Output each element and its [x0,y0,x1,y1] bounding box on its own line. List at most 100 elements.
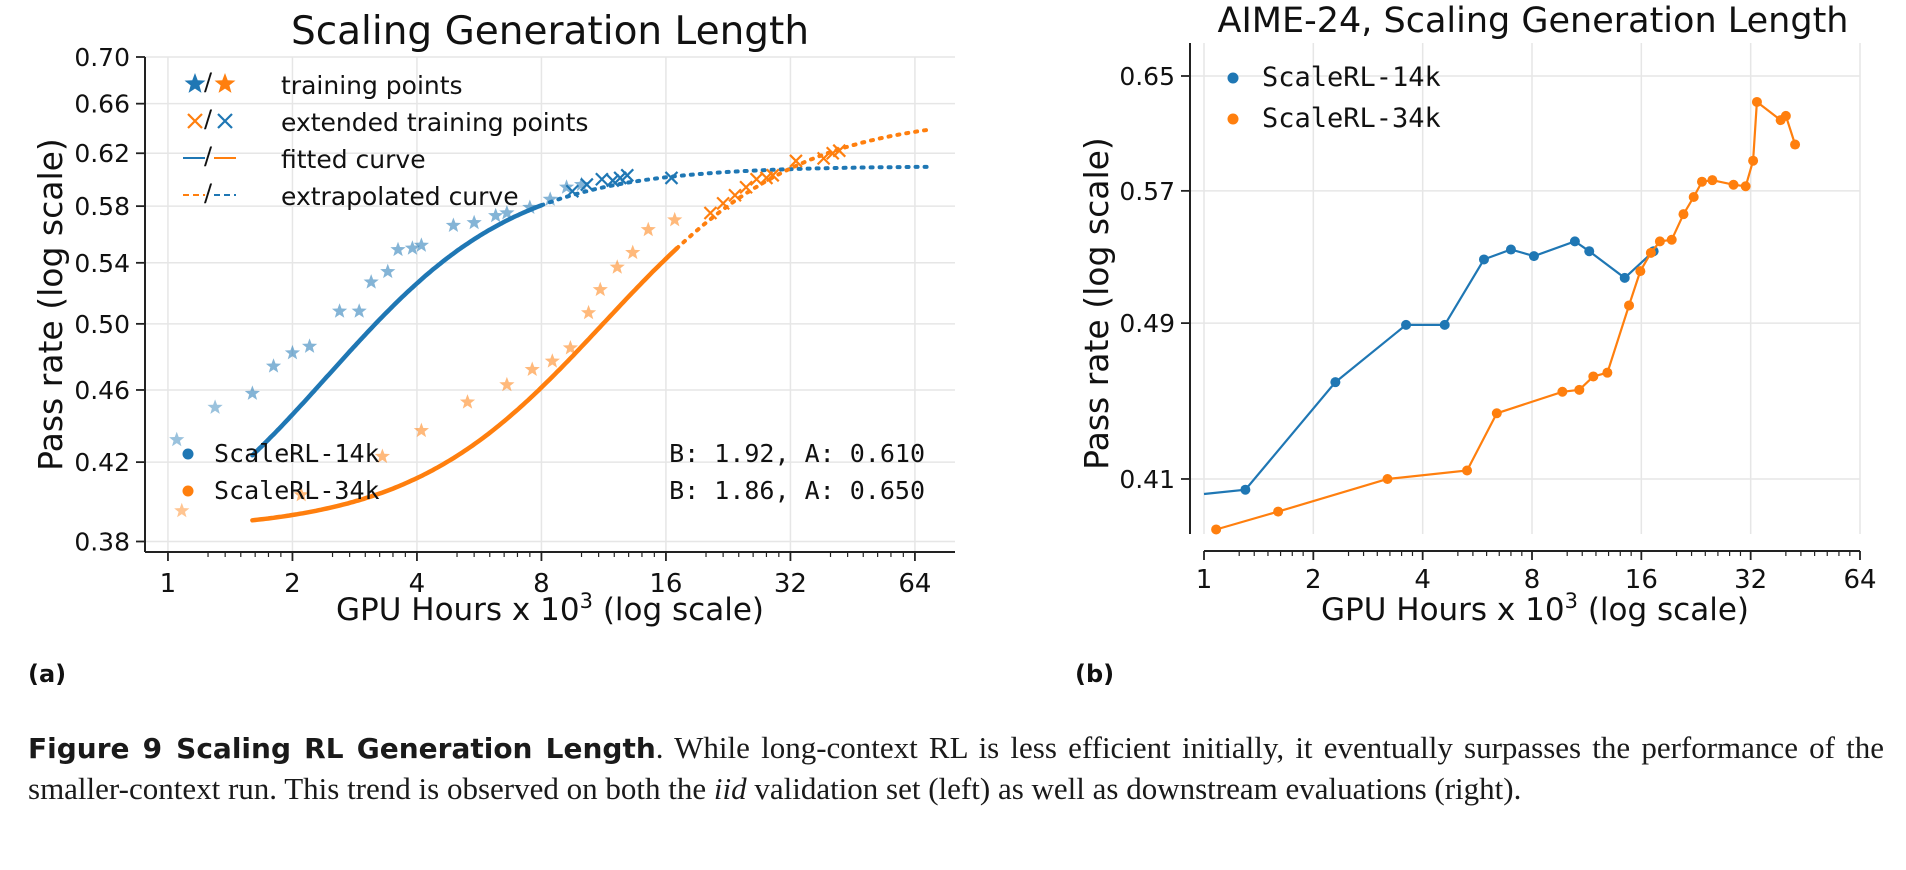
training-point-1 [413,422,429,438]
legend-slash: / [204,105,213,133]
y-tick-label: 0.42 [74,448,130,477]
training-point-1 [459,394,476,409]
excluded-point-0 [207,399,223,414]
extrapolated-curve-1 [674,127,933,251]
x-tick-label: 32 [1734,565,1767,595]
data-point-1 [1557,386,1568,397]
data-point-1 [1624,300,1635,311]
data-point-1 [1707,175,1718,186]
data-point-0 [1569,236,1580,247]
x-tick-label: 64 [1843,565,1876,595]
series-line-1 [1215,99,1797,531]
extended-point-1 [789,154,803,168]
data-point-1 [1688,192,1699,203]
data-point-0 [1584,246,1595,257]
extended-point-1 [728,188,742,203]
data-point-0 [1439,319,1450,330]
training-point-1 [374,448,390,463]
y-tick-label: 0.66 [74,90,130,119]
extended-point-0 [595,172,609,187]
legend-label: extended training points [281,108,588,137]
extended-point-1 [765,168,780,183]
data-point-0 [1240,484,1251,495]
training-point-0 [542,191,558,206]
x-axis-label-exponent: 3 [1565,589,1578,613]
caption-text-italic: iid [713,771,747,806]
x-axis-label: GPU Hours x 103 (log scale) [1321,589,1749,628]
caption-figure-number: Figure 9 [28,732,163,765]
training-point-1 [580,304,597,320]
chart-title: Scaling Generation Length [291,9,809,54]
extrapolated-curve-0 [539,164,933,208]
data-point-1 [1696,176,1707,187]
x-tick-label: 8 [533,569,550,599]
training-point-0 [404,240,421,255]
caption-text-b: validation set (left) as well as downstr… [746,771,1522,806]
legend-cross-orange-icon [187,113,203,129]
x-axis-label: GPU Hours x 103 (log scale) [336,589,764,628]
legend-star-orange-icon [214,73,236,93]
training-point-0 [499,205,515,220]
x-tick-label: 4 [1414,565,1431,595]
data-point-1 [1602,367,1613,378]
y-tick-label: 0.38 [74,527,130,556]
legend-dot-0 [182,448,194,460]
data-point-1 [1588,371,1599,382]
legend-slash: / [204,68,213,96]
data-point-1 [1780,110,1791,121]
extended-point-1 [739,180,753,195]
y-tick-label: 0.62 [74,139,130,168]
y-tick-label: 0.41 [1119,465,1175,494]
extended-point-1 [816,151,831,166]
training-point-0 [445,217,462,232]
training-point-1 [562,340,579,355]
training-point-1 [592,281,608,297]
extended-point-0 [580,177,594,192]
series-line-0 [1203,240,1655,496]
y-axis-label: Pass rate (log scale) [31,138,70,471]
training-point-1 [524,361,540,377]
legend-slash: / [204,179,213,207]
data-point-0 [1401,319,1412,330]
caption-text-a: . While long-context RL is less efficien… [28,730,1884,806]
extended-point-1 [703,206,718,220]
x-tick-label: 1 [1196,565,1213,595]
legend-cross-blue-icon [217,113,233,129]
data-point-1 [1654,236,1665,247]
extended-point-0 [565,184,580,199]
legend-dot-1 [182,485,194,497]
data-point-0 [1478,254,1489,265]
legend-slash: / [204,142,213,170]
y-tick-label: 0.50 [74,310,130,339]
data-point-1 [1635,266,1646,277]
x-tick-label: 16 [649,569,682,599]
training-point-0 [573,176,590,192]
y-tick-label: 0.46 [74,376,130,405]
legend-dot-0 [1227,72,1239,84]
y-axis-label: Pass rate (log scale) [1077,137,1116,470]
x-tick-label: 2 [1305,565,1322,595]
chart-title: AIME-24, Scaling Generation Length [1218,1,1849,41]
data-point-1 [1574,384,1585,395]
legend-series-name: ScaleRL-34k [214,476,380,505]
y-tick-label: 0.49 [1119,309,1175,338]
training-point-0 [331,303,348,318]
training-point-0 [488,207,504,223]
training-point-1 [544,353,560,368]
caption-figure-title: Scaling RL Generation Length [176,732,656,765]
x-tick-label: 32 [774,569,807,599]
training-point-0 [351,303,367,318]
data-point-1 [1751,96,1762,107]
y-tick-label: 0.54 [74,249,130,278]
chart-panel-a: 1 2 4 8 16 32 64 0.38 0.42 0.46 0.50 0.54 0.58 0.62 0.… [31,9,955,628]
training-point-0 [380,263,396,279]
training-point-0 [284,344,301,360]
training-point-0 [466,214,482,230]
x-axis-label-prefix: GPU Hours x 10 [336,592,580,628]
chart-panel-b: 1 2 4 8 16 32 64 0.41 0.49 0.57 0.65 AIME-24, Scali… [1077,1,1877,628]
legend-series-name: ScaleRL-34k [1262,103,1441,134]
data-point-1 [1790,139,1801,150]
data-point-1 [1748,155,1759,166]
x-axis-label-suffix: (log scale) [1578,592,1749,628]
